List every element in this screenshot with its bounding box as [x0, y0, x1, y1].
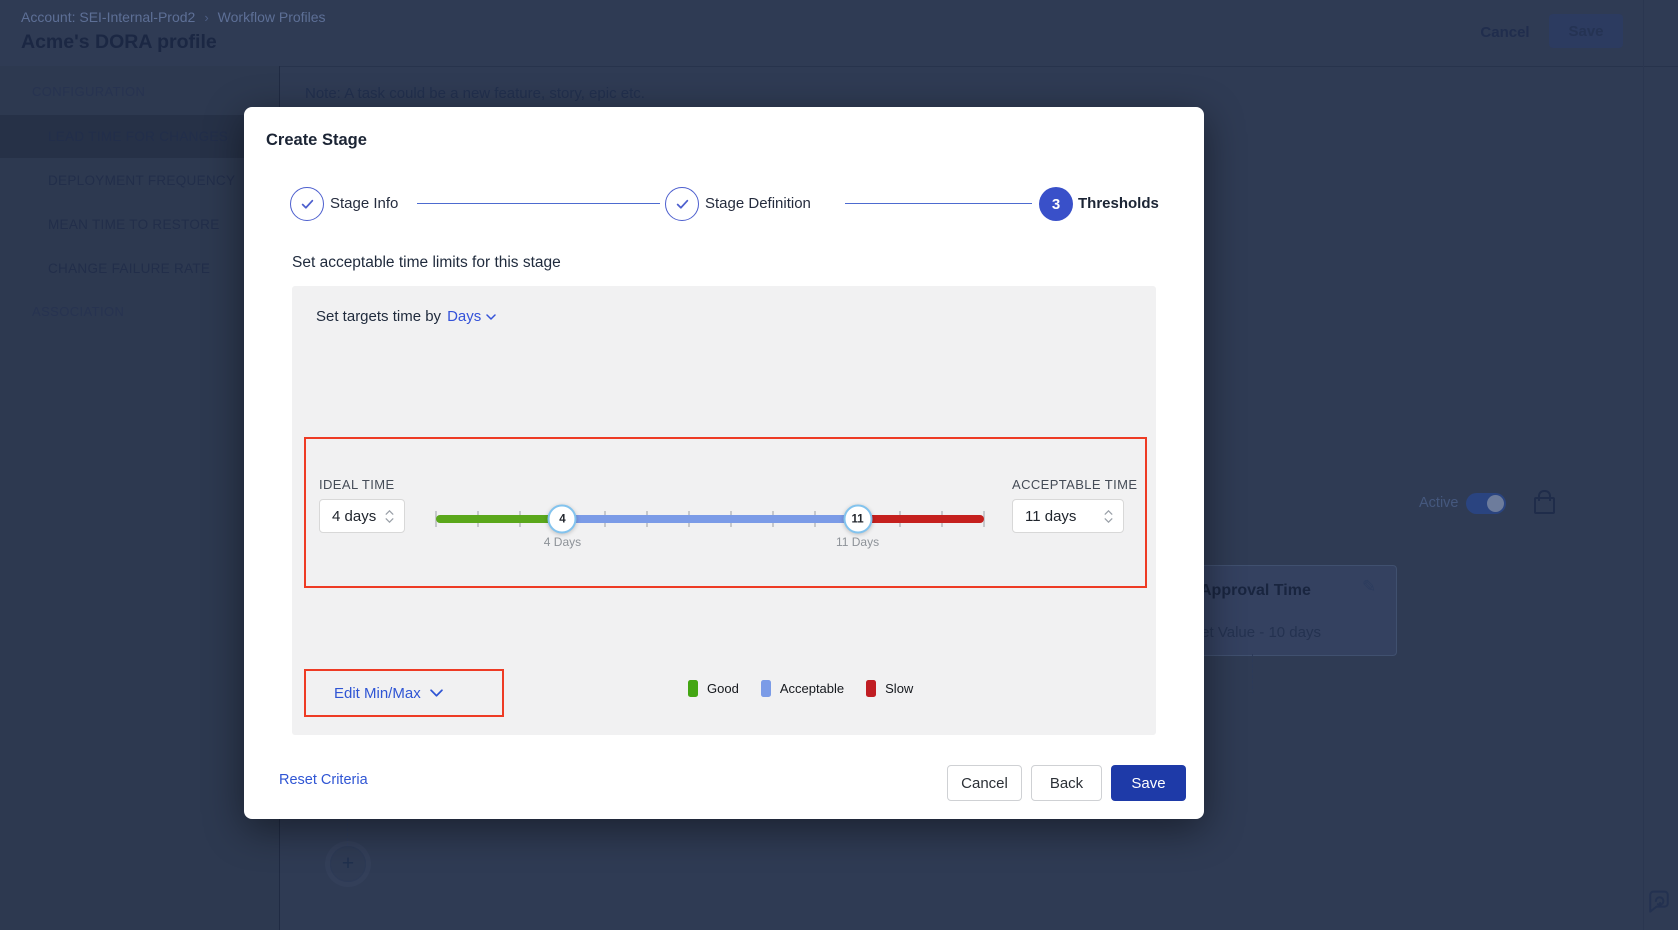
threshold-annotation-box: IDEAL TIME 4 days ACCEPTABLE TIME 11 day…: [304, 437, 1147, 588]
right-panel-divider: [1643, 0, 1644, 930]
sidebar-item-deployment-frequency[interactable]: DEPLOYMENT FREQUENCY: [48, 173, 236, 188]
lock-icon[interactable]: [1534, 490, 1555, 514]
task-note-text: Note: A task could be a new feature, sto…: [305, 85, 645, 102]
step-stage-definition-label[interactable]: Stage Definition: [705, 195, 811, 212]
set-targets-prefix: Set targets time by: [316, 308, 442, 325]
sidebar-item-lead-time-for-changes[interactable]: LEAD TIME FOR CHANGES: [0, 115, 279, 158]
edit-minmax-button[interactable]: Edit Min/Max: [334, 685, 443, 702]
modal-back-button[interactable]: Back: [1031, 765, 1102, 801]
step-stage-info-label[interactable]: Stage Info: [330, 195, 399, 212]
chevron-down-icon: [486, 313, 496, 320]
chevron-up-icon[interactable]: [385, 509, 394, 515]
reset-criteria-link[interactable]: Reset Criteria: [279, 772, 368, 788]
active-toggle-label: Active: [1419, 495, 1459, 511]
legend-item-acceptable: Acceptable: [760, 680, 845, 697]
thresholds-panel: Set targets time by Days IDEAL TIME 4 da…: [292, 286, 1156, 735]
ideal-time-stepper[interactable]: [378, 509, 404, 523]
header-save-button[interactable]: Save: [1549, 14, 1623, 48]
slider-legend: Good Acceptable Slow: [688, 680, 913, 697]
ideal-time-value: 4 days: [332, 507, 377, 525]
slider-lower-value-label: 4 Days: [543, 535, 582, 549]
sidebar-section-association[interactable]: ASSOCIATION: [32, 304, 125, 319]
step-stage-definition-circle[interactable]: [665, 187, 699, 221]
threshold-slider[interactable]: 4 11 4 Days 11 Days: [306, 439, 1145, 586]
edit-minmax-label: Edit Min/Max: [334, 684, 421, 702]
time-unit-value: Days: [447, 308, 482, 325]
chevron-down-icon[interactable]: [1104, 517, 1113, 523]
approval-time-card-title: Approval Time: [1200, 582, 1311, 599]
sidebar: CONFIGURATION LEAD TIME FOR CHANGES DEPL…: [0, 66, 280, 930]
breadcrumb-chevron-icon: ›: [204, 9, 209, 25]
modal-cancel-button[interactable]: Cancel: [947, 765, 1022, 801]
modal-title: Create Stage: [266, 131, 367, 149]
step-stage-info-circle[interactable]: [290, 187, 324, 221]
step-thresholds-label: Thresholds: [1078, 195, 1159, 212]
acceptable-time-stepper[interactable]: [1097, 509, 1123, 523]
sidebar-section-configuration: CONFIGURATION: [32, 84, 146, 99]
legend-swatch: [688, 680, 698, 697]
time-unit-dropdown[interactable]: Days: [447, 308, 496, 325]
edit-minmax-annotation-box: Edit Min/Max: [304, 669, 504, 717]
add-stage-button[interactable]: +: [330, 846, 366, 882]
legend-swatch: [866, 680, 877, 697]
slider-segment-acceptable: [562, 515, 858, 523]
slider-tick: [983, 511, 985, 527]
breadcrumb: Account: SEI-Internal-Prod2 › Workflow P…: [21, 9, 326, 25]
legend-item-slow: Slow: [866, 680, 913, 697]
step-thresholds-circle[interactable]: 3: [1039, 187, 1073, 221]
page-header: Account: SEI-Internal-Prod2 › Workflow P…: [0, 0, 1678, 67]
legend-item-good: Good: [688, 680, 739, 697]
sidebar-item-change-failure-rate[interactable]: CHANGE FAILURE RATE: [48, 261, 211, 276]
ideal-time-input[interactable]: 4 days: [319, 499, 405, 533]
chevron-down-icon[interactable]: [385, 517, 394, 523]
breadcrumb-workflow-profiles-link[interactable]: Workflow Profiles: [217, 9, 326, 25]
step-connector-line: [845, 203, 1032, 204]
help-chat-icon[interactable]: [1644, 886, 1674, 916]
slider-handle-upper[interactable]: 11: [843, 504, 873, 534]
legend-label-good: Good: [707, 681, 739, 696]
ideal-time-label: IDEAL TIME: [319, 477, 395, 492]
chevron-down-icon: [429, 689, 443, 697]
slider-upper-value-label: 11 Days: [835, 535, 880, 549]
page-title: Acme's DORA profile: [21, 31, 217, 53]
slider-segment-slow: [857, 515, 984, 523]
legend-label-acceptable: Acceptable: [779, 681, 845, 696]
modal-save-button[interactable]: Save: [1111, 765, 1186, 801]
chevron-up-icon[interactable]: [1104, 509, 1113, 515]
set-targets-row: Set targets time by Days: [316, 308, 496, 325]
acceptable-time-input[interactable]: 11 days: [1012, 499, 1124, 533]
legend-label-slow: Slow: [885, 681, 914, 696]
create-stage-modal: Create Stage Stage Info Stage Definition…: [244, 107, 1204, 819]
header-cancel-button[interactable]: Cancel: [1470, 16, 1540, 48]
acceptable-time-value: 11 days: [1025, 507, 1077, 525]
legend-swatch: [760, 680, 771, 697]
thresholds-heading: Set acceptable time limits for this stag…: [292, 254, 561, 271]
check-icon: [676, 199, 688, 209]
step-connector-line: [417, 203, 660, 204]
card-connector-dashed-line: [1252, 654, 1253, 694]
active-toggle[interactable]: [1466, 493, 1506, 514]
slider-segment-good: [436, 515, 563, 523]
approval-time-card-target-value: Target Value - 10 days: [1172, 624, 1321, 641]
sidebar-item-mean-time-to-restore[interactable]: MEAN TIME TO RESTORE: [48, 217, 220, 232]
check-icon: [301, 199, 313, 209]
breadcrumb-account-link[interactable]: Account: SEI-Internal-Prod2: [21, 9, 196, 25]
toggle-knob: [1487, 495, 1504, 512]
add-stage-connector-dashed-line: [347, 818, 348, 846]
slider-handle-lower[interactable]: 4: [547, 504, 577, 534]
acceptable-time-label: ACCEPTABLE TIME: [1012, 477, 1138, 492]
edit-pencil-icon[interactable]: ✎: [1362, 577, 1377, 596]
